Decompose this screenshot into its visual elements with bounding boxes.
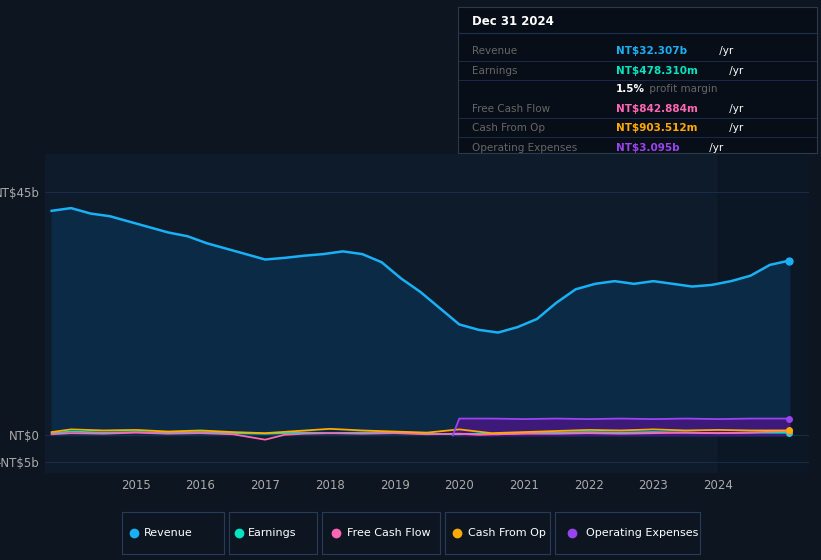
- Text: Earnings: Earnings: [248, 529, 296, 538]
- Text: NT$903.512m: NT$903.512m: [616, 124, 698, 133]
- Text: 1.5%: 1.5%: [616, 84, 645, 94]
- Text: Revenue: Revenue: [472, 46, 517, 56]
- Text: /yr: /yr: [717, 46, 734, 56]
- Text: /yr: /yr: [706, 143, 723, 152]
- Text: /yr: /yr: [727, 66, 744, 76]
- Text: Cash From Op: Cash From Op: [468, 529, 545, 538]
- Bar: [718, 154, 809, 473]
- Text: Revenue: Revenue: [144, 529, 193, 538]
- Text: Operating Expenses: Operating Expenses: [586, 529, 699, 538]
- Text: NT$32.307b: NT$32.307b: [616, 46, 687, 56]
- Text: Free Cash Flow: Free Cash Flow: [472, 104, 551, 114]
- Text: NT$3.095b: NT$3.095b: [616, 143, 680, 152]
- Text: profit margin: profit margin: [646, 84, 718, 94]
- Text: /yr: /yr: [727, 124, 744, 133]
- Text: Operating Expenses: Operating Expenses: [472, 143, 578, 152]
- Text: NT$478.310m: NT$478.310m: [616, 66, 698, 76]
- Text: /yr: /yr: [727, 104, 744, 114]
- Text: NT$842.884m: NT$842.884m: [616, 104, 698, 114]
- Text: Cash From Op: Cash From Op: [472, 124, 545, 133]
- Text: Dec 31 2024: Dec 31 2024: [472, 15, 554, 28]
- Text: Earnings: Earnings: [472, 66, 518, 76]
- Text: Free Cash Flow: Free Cash Flow: [347, 529, 431, 538]
